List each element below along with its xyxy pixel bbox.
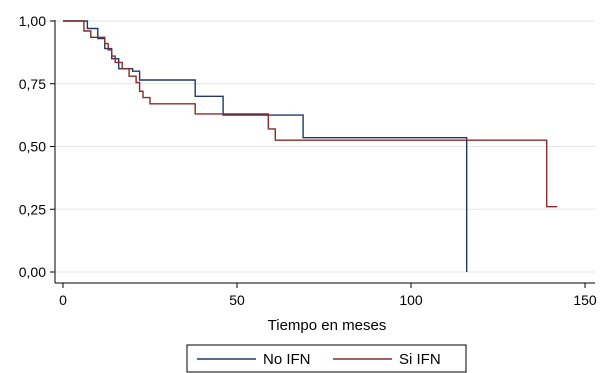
y-tick-label: 0,25 [19,201,46,217]
series-layer [63,20,558,272]
x-axis-ticks: 0 50 100 150 [59,283,597,308]
legend-label-si-ifn: Si IFN [399,351,441,368]
series-line-si-ifn [63,20,558,208]
y-tick-label: 0,50 [19,139,46,155]
y-tick-label: 0,00 [19,264,46,280]
x-tick-label: 150 [573,292,597,308]
y-tick-label: 1,00 [19,13,46,29]
series-line-no-ifn [63,20,468,272]
legend-box [186,344,467,373]
x-tick-label: 0 [59,292,67,308]
x-tick-label: 100 [399,292,423,308]
y-axis-ticks: 0,00 0,25 0,50 0,75 1,00 [19,13,55,280]
legend-label-no-ifn: No IFN [263,351,311,368]
x-tick-label: 50 [229,292,245,308]
x-axis-title: Tiempo en meses [268,317,387,334]
gridlines [56,20,595,273]
legend: No IFN Si IFN [186,344,467,373]
y-tick-label: 0,75 [19,76,46,92]
